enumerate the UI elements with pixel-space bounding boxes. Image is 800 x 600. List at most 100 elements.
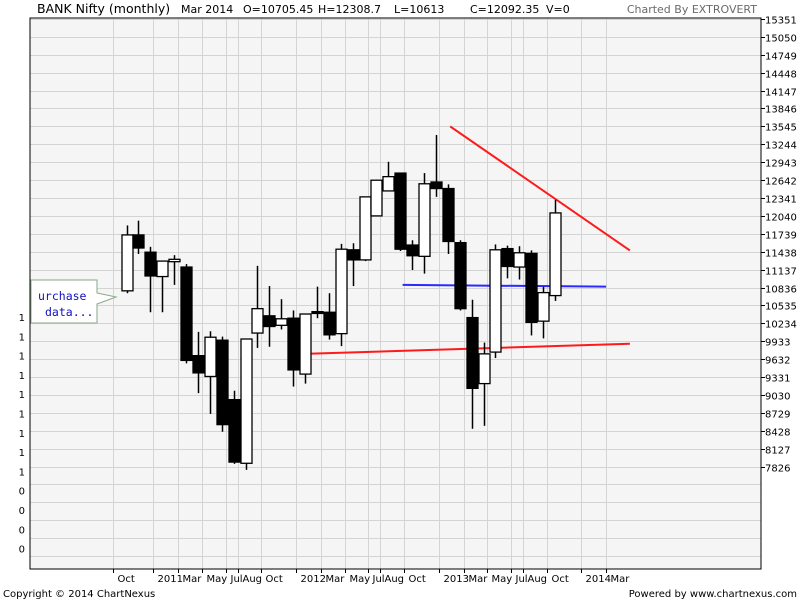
- candle: [180, 264, 193, 364]
- candle: [228, 390, 241, 464]
- header-close: C=12092.35: [470, 3, 539, 16]
- x-tick-label: May: [492, 574, 513, 585]
- x-tick-label: 2012: [301, 574, 326, 585]
- left-stub-label: 0: [19, 487, 25, 498]
- y-tick-label: 14147: [765, 88, 797, 99]
- candle: [132, 220, 145, 254]
- x-tick-label: Mar: [183, 574, 203, 585]
- header-open: O=10705.45: [243, 3, 313, 16]
- candle-body-down: [466, 316, 479, 390]
- x-tick-label: Aug: [243, 574, 263, 585]
- x-tick-label: May: [207, 574, 228, 585]
- y-tick-label: 9030: [765, 392, 790, 403]
- candle-body-down: [525, 252, 538, 323]
- plot-area[interactable]: [30, 18, 761, 569]
- y-tick-label: 12642: [765, 177, 797, 188]
- candle: [478, 342, 491, 426]
- x-tick-label: Oct: [266, 574, 283, 585]
- candle-body-up: [204, 336, 217, 378]
- y-tick-label: 14749: [765, 52, 797, 63]
- left-stub-label: 1: [19, 352, 25, 363]
- x-tick-label: Mar: [469, 574, 489, 585]
- candle: [299, 313, 312, 384]
- charted-by: Charted By EXTROVERT: [627, 3, 757, 16]
- y-tick-label: 11137: [765, 267, 797, 278]
- candle-body-up: [478, 353, 491, 385]
- header-volume: V=0: [546, 3, 570, 16]
- candle-body-down: [216, 339, 229, 426]
- header-low: L=10613: [394, 3, 444, 16]
- y-tick-label: 12341: [765, 195, 797, 206]
- left-stub-label: 1: [19, 467, 25, 478]
- x-tick-label: 2014: [586, 574, 611, 585]
- powered-by[interactable]: Powered by www.chartnexus.com: [629, 589, 797, 600]
- y-tick-label: 13244: [765, 141, 797, 152]
- y-tick-label: 10535: [765, 302, 797, 313]
- candle-body-down: [180, 266, 193, 362]
- candle: [323, 293, 336, 340]
- y-tick-label: 13846: [765, 105, 797, 116]
- left-stub-label: 1: [19, 429, 25, 440]
- left-stub-label: 0: [19, 506, 25, 517]
- candle-body-up: [370, 179, 383, 217]
- y-tick-label: 9632: [765, 356, 790, 367]
- callout-line-1: urchase: [38, 289, 87, 303]
- candle: [287, 310, 300, 387]
- purchase-data-callout[interactable]: urchase data...: [30, 279, 118, 324]
- candle: [442, 184, 455, 254]
- candle-body-down: [263, 315, 276, 328]
- candle-body-up: [359, 196, 372, 261]
- x-tick-label: Jul: [372, 574, 385, 585]
- left-stub-label: 1: [19, 313, 25, 324]
- trendline-red: [449, 125, 631, 252]
- candle-body-down: [287, 317, 300, 371]
- y-tick-label: 14448: [765, 70, 797, 81]
- candle-body-up: [382, 176, 395, 192]
- candle-body-up: [168, 258, 181, 263]
- x-axis: Oct 2011 Mar May Jul Aug Oct 2012 Mar May Jul Aug Oc…: [113, 569, 631, 585]
- support-line-blue: [402, 283, 607, 288]
- candle: [501, 245, 514, 279]
- callout-box: [30, 279, 118, 324]
- candle: [549, 199, 562, 301]
- x-tick-label: May: [350, 574, 371, 585]
- candle-body-down: [132, 234, 145, 249]
- candle: [537, 286, 550, 339]
- left-axis-stubs: 1 1 1 1 1 1 1 1 1 0 0 0 0: [19, 313, 25, 556]
- y-tick-label: 11438: [765, 249, 797, 260]
- candle-body-down: [311, 310, 324, 315]
- y-tick-label: 10836: [765, 285, 797, 296]
- candle-body-down: [454, 242, 467, 310]
- x-tick-label: Aug: [528, 574, 548, 585]
- candle: [121, 225, 134, 294]
- candle-body-down: [347, 249, 360, 261]
- candle: [275, 299, 288, 330]
- candle: [406, 240, 419, 271]
- x-tick-label: Oct: [409, 574, 426, 585]
- left-stub-label: 0: [19, 545, 25, 556]
- y-tick-label: 15351: [765, 16, 797, 27]
- left-stub-label: 1: [19, 410, 25, 421]
- y-tick-label: 15050: [765, 34, 797, 45]
- x-tick-label: Mar: [611, 574, 631, 585]
- candle-body-up: [251, 308, 264, 334]
- candle-body-down: [228, 399, 241, 463]
- candle: [430, 135, 443, 197]
- candle: [525, 250, 538, 336]
- y-tick-label: 7826: [765, 464, 790, 475]
- candle: [204, 331, 217, 414]
- candle: [240, 338, 253, 470]
- candle: [370, 179, 383, 217]
- candle: [466, 299, 479, 429]
- candle: [168, 255, 181, 285]
- candle-body-down: [406, 244, 419, 257]
- y-tick-label: 12040: [765, 213, 797, 224]
- candle-body-up: [513, 252, 526, 268]
- candle: [347, 243, 360, 287]
- x-tick-label: 2013: [444, 574, 469, 585]
- x-tick-label: 2011: [158, 574, 183, 585]
- candle-body-down: [442, 187, 455, 243]
- candles: [121, 135, 562, 470]
- candle-body-down: [394, 172, 407, 250]
- candle: [489, 244, 502, 359]
